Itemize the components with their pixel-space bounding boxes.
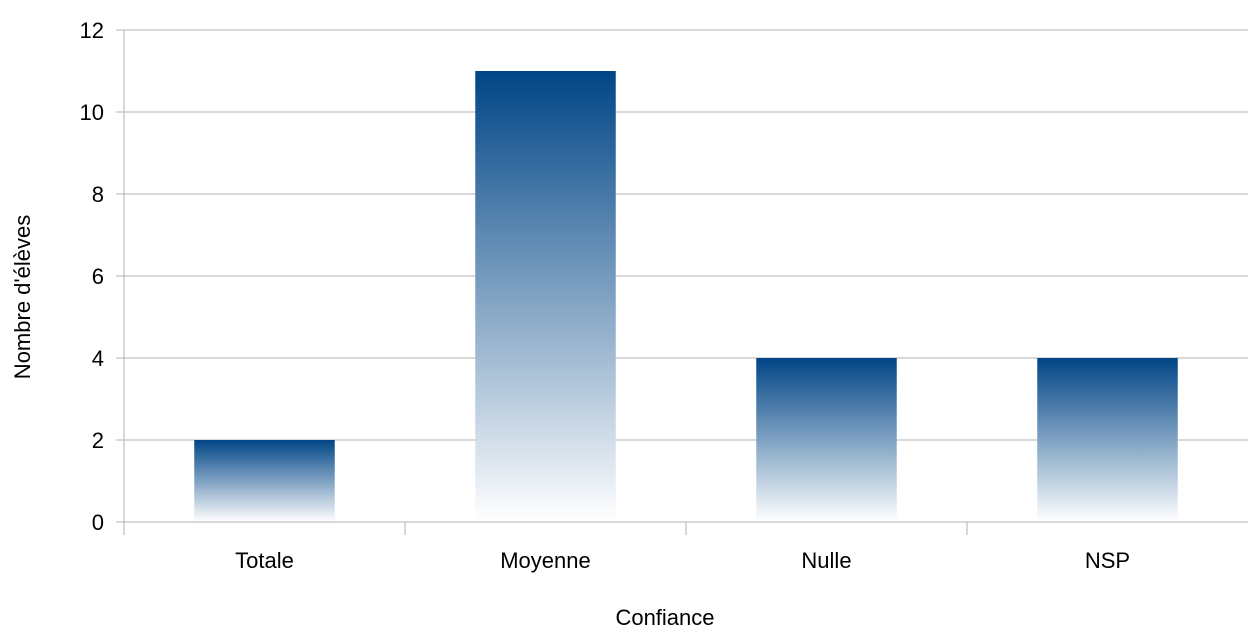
y-tick-label: 2 (92, 428, 104, 453)
x-tick-label: NSP (1085, 548, 1130, 573)
axes (116, 29, 1248, 535)
x-tick-label: Totale (235, 548, 294, 573)
y-tick-label: 8 (92, 182, 104, 207)
x-tick-label: Moyenne (500, 548, 591, 573)
y-axis-title: Nombre d'élèves (10, 215, 35, 379)
bar-totale (194, 440, 335, 522)
y-tick-label: 0 (92, 510, 104, 535)
bar-moyenne (475, 71, 616, 522)
x-tick-label: Nulle (801, 548, 851, 573)
y-tick-label: 12 (80, 18, 104, 43)
y-tick-label: 10 (80, 100, 104, 125)
bar-nulle (756, 358, 897, 522)
y-tick-label: 4 (92, 346, 104, 371)
bar-nsp (1037, 358, 1178, 522)
y-tick-label: 6 (92, 264, 104, 289)
y-tick-labels: 0 2 4 6 8 10 12 (80, 18, 104, 535)
bars (194, 71, 1178, 522)
x-axis-title: Confiance (615, 605, 714, 626)
x-tick-labels: Totale Moyenne Nulle NSP (235, 548, 1130, 573)
